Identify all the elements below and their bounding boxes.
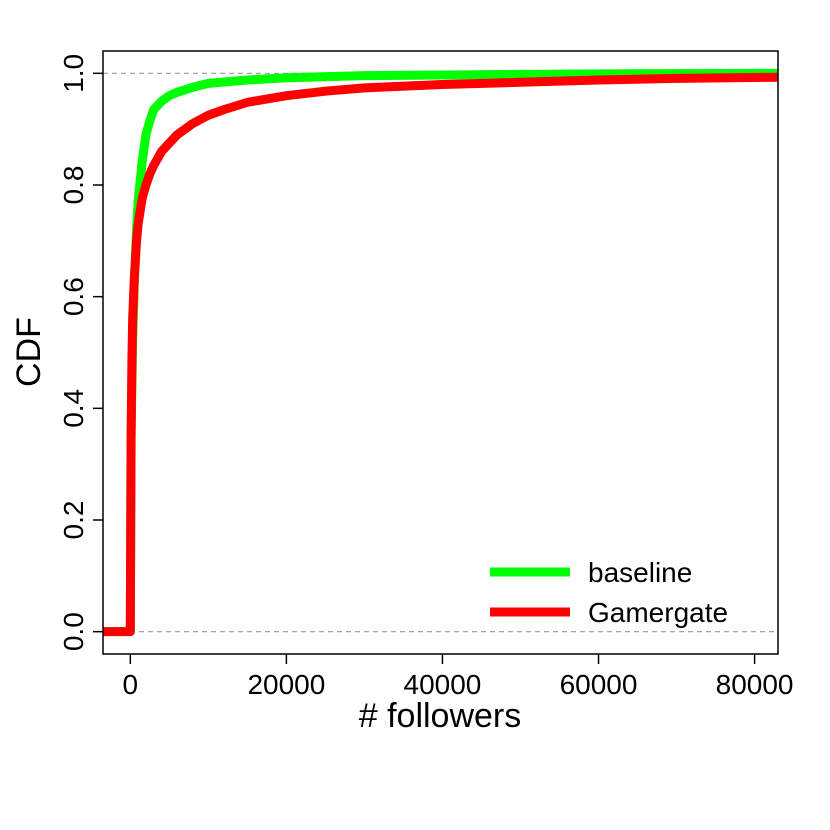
- y-tick-label-1: 1.0: [58, 54, 89, 93]
- x-tick-label-40000: 40000: [404, 669, 482, 700]
- plot-frame: [102, 50, 779, 655]
- series-layer: [103, 68, 778, 637]
- y-axis: 0.0 0.2 0.4 0.6 0.8 1.0: [58, 54, 103, 651]
- x-axis-title: # followers: [359, 697, 522, 735]
- x-tick-label-0: 0: [123, 669, 139, 700]
- plot-background: [103, 51, 778, 654]
- y-tick-label-0: 0.0: [58, 612, 89, 651]
- x-tick-label-60000: 60000: [560, 669, 638, 700]
- y-tick-label-0-4: 0.4: [58, 389, 89, 428]
- legend-label-gamergate: Gamergate: [588, 597, 728, 628]
- y-axis-title: CDF: [10, 317, 48, 387]
- series-line-gamergate: [103, 72, 778, 637]
- legend-label-baseline: baseline: [588, 557, 692, 588]
- y-tick-label-0-2: 0.2: [58, 501, 89, 540]
- y-tick-label-0-6: 0.6: [58, 277, 89, 316]
- legend: baseline Gamergate: [490, 557, 728, 628]
- x-tick-label-20000: 20000: [247, 669, 325, 700]
- x-tick-label-80000: 80000: [716, 669, 794, 700]
- x-axis: 0 20000 40000 60000 80000: [123, 654, 794, 700]
- y-tick-label-0-8: 0.8: [58, 166, 89, 205]
